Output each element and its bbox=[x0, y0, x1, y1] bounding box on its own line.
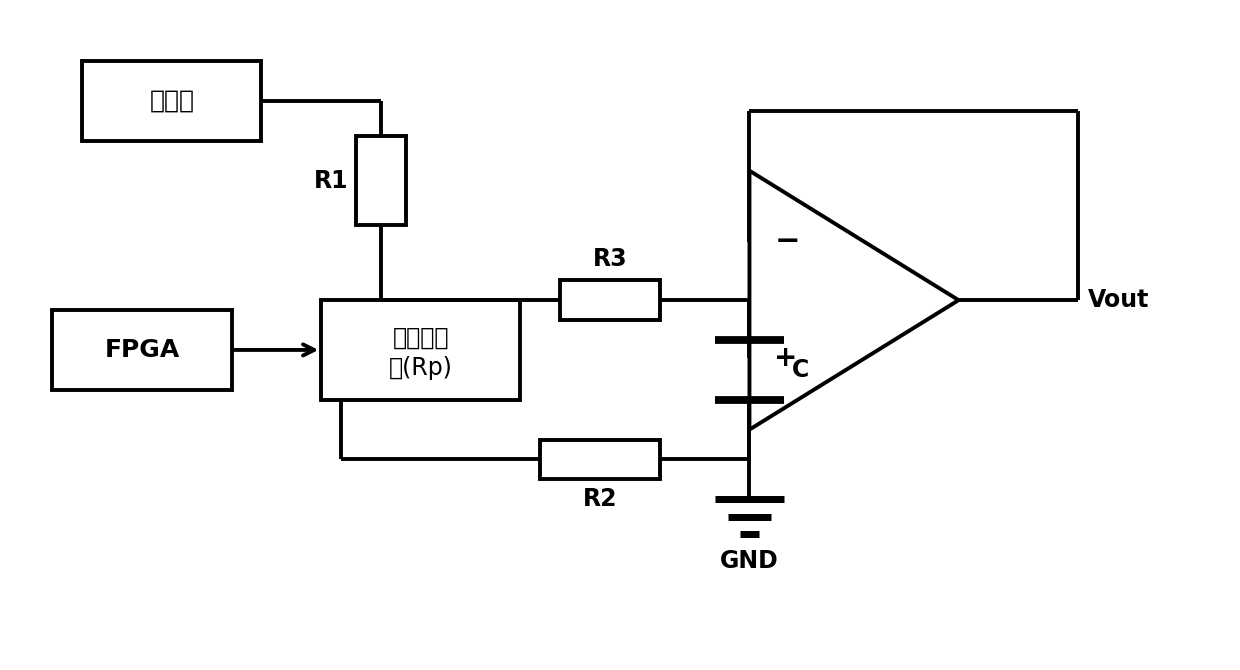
Bar bbox=[321, 300, 521, 400]
Bar bbox=[52, 310, 232, 390]
Text: R2: R2 bbox=[583, 487, 618, 511]
Text: −: − bbox=[774, 227, 800, 257]
Text: 基准源: 基准源 bbox=[149, 89, 195, 113]
Text: R1: R1 bbox=[314, 169, 348, 193]
Bar bbox=[560, 280, 660, 320]
Text: C: C bbox=[792, 358, 810, 382]
Bar bbox=[82, 61, 262, 141]
Bar bbox=[356, 136, 405, 226]
Text: Vout: Vout bbox=[1087, 288, 1149, 312]
Text: 数字电位: 数字电位 bbox=[393, 326, 449, 350]
Text: +: + bbox=[774, 344, 797, 373]
Text: GND: GND bbox=[720, 549, 779, 573]
Text: 器(Rp): 器(Rp) bbox=[389, 356, 453, 380]
Text: R3: R3 bbox=[593, 247, 627, 271]
Text: FPGA: FPGA bbox=[104, 338, 180, 362]
Bar bbox=[541, 440, 660, 480]
